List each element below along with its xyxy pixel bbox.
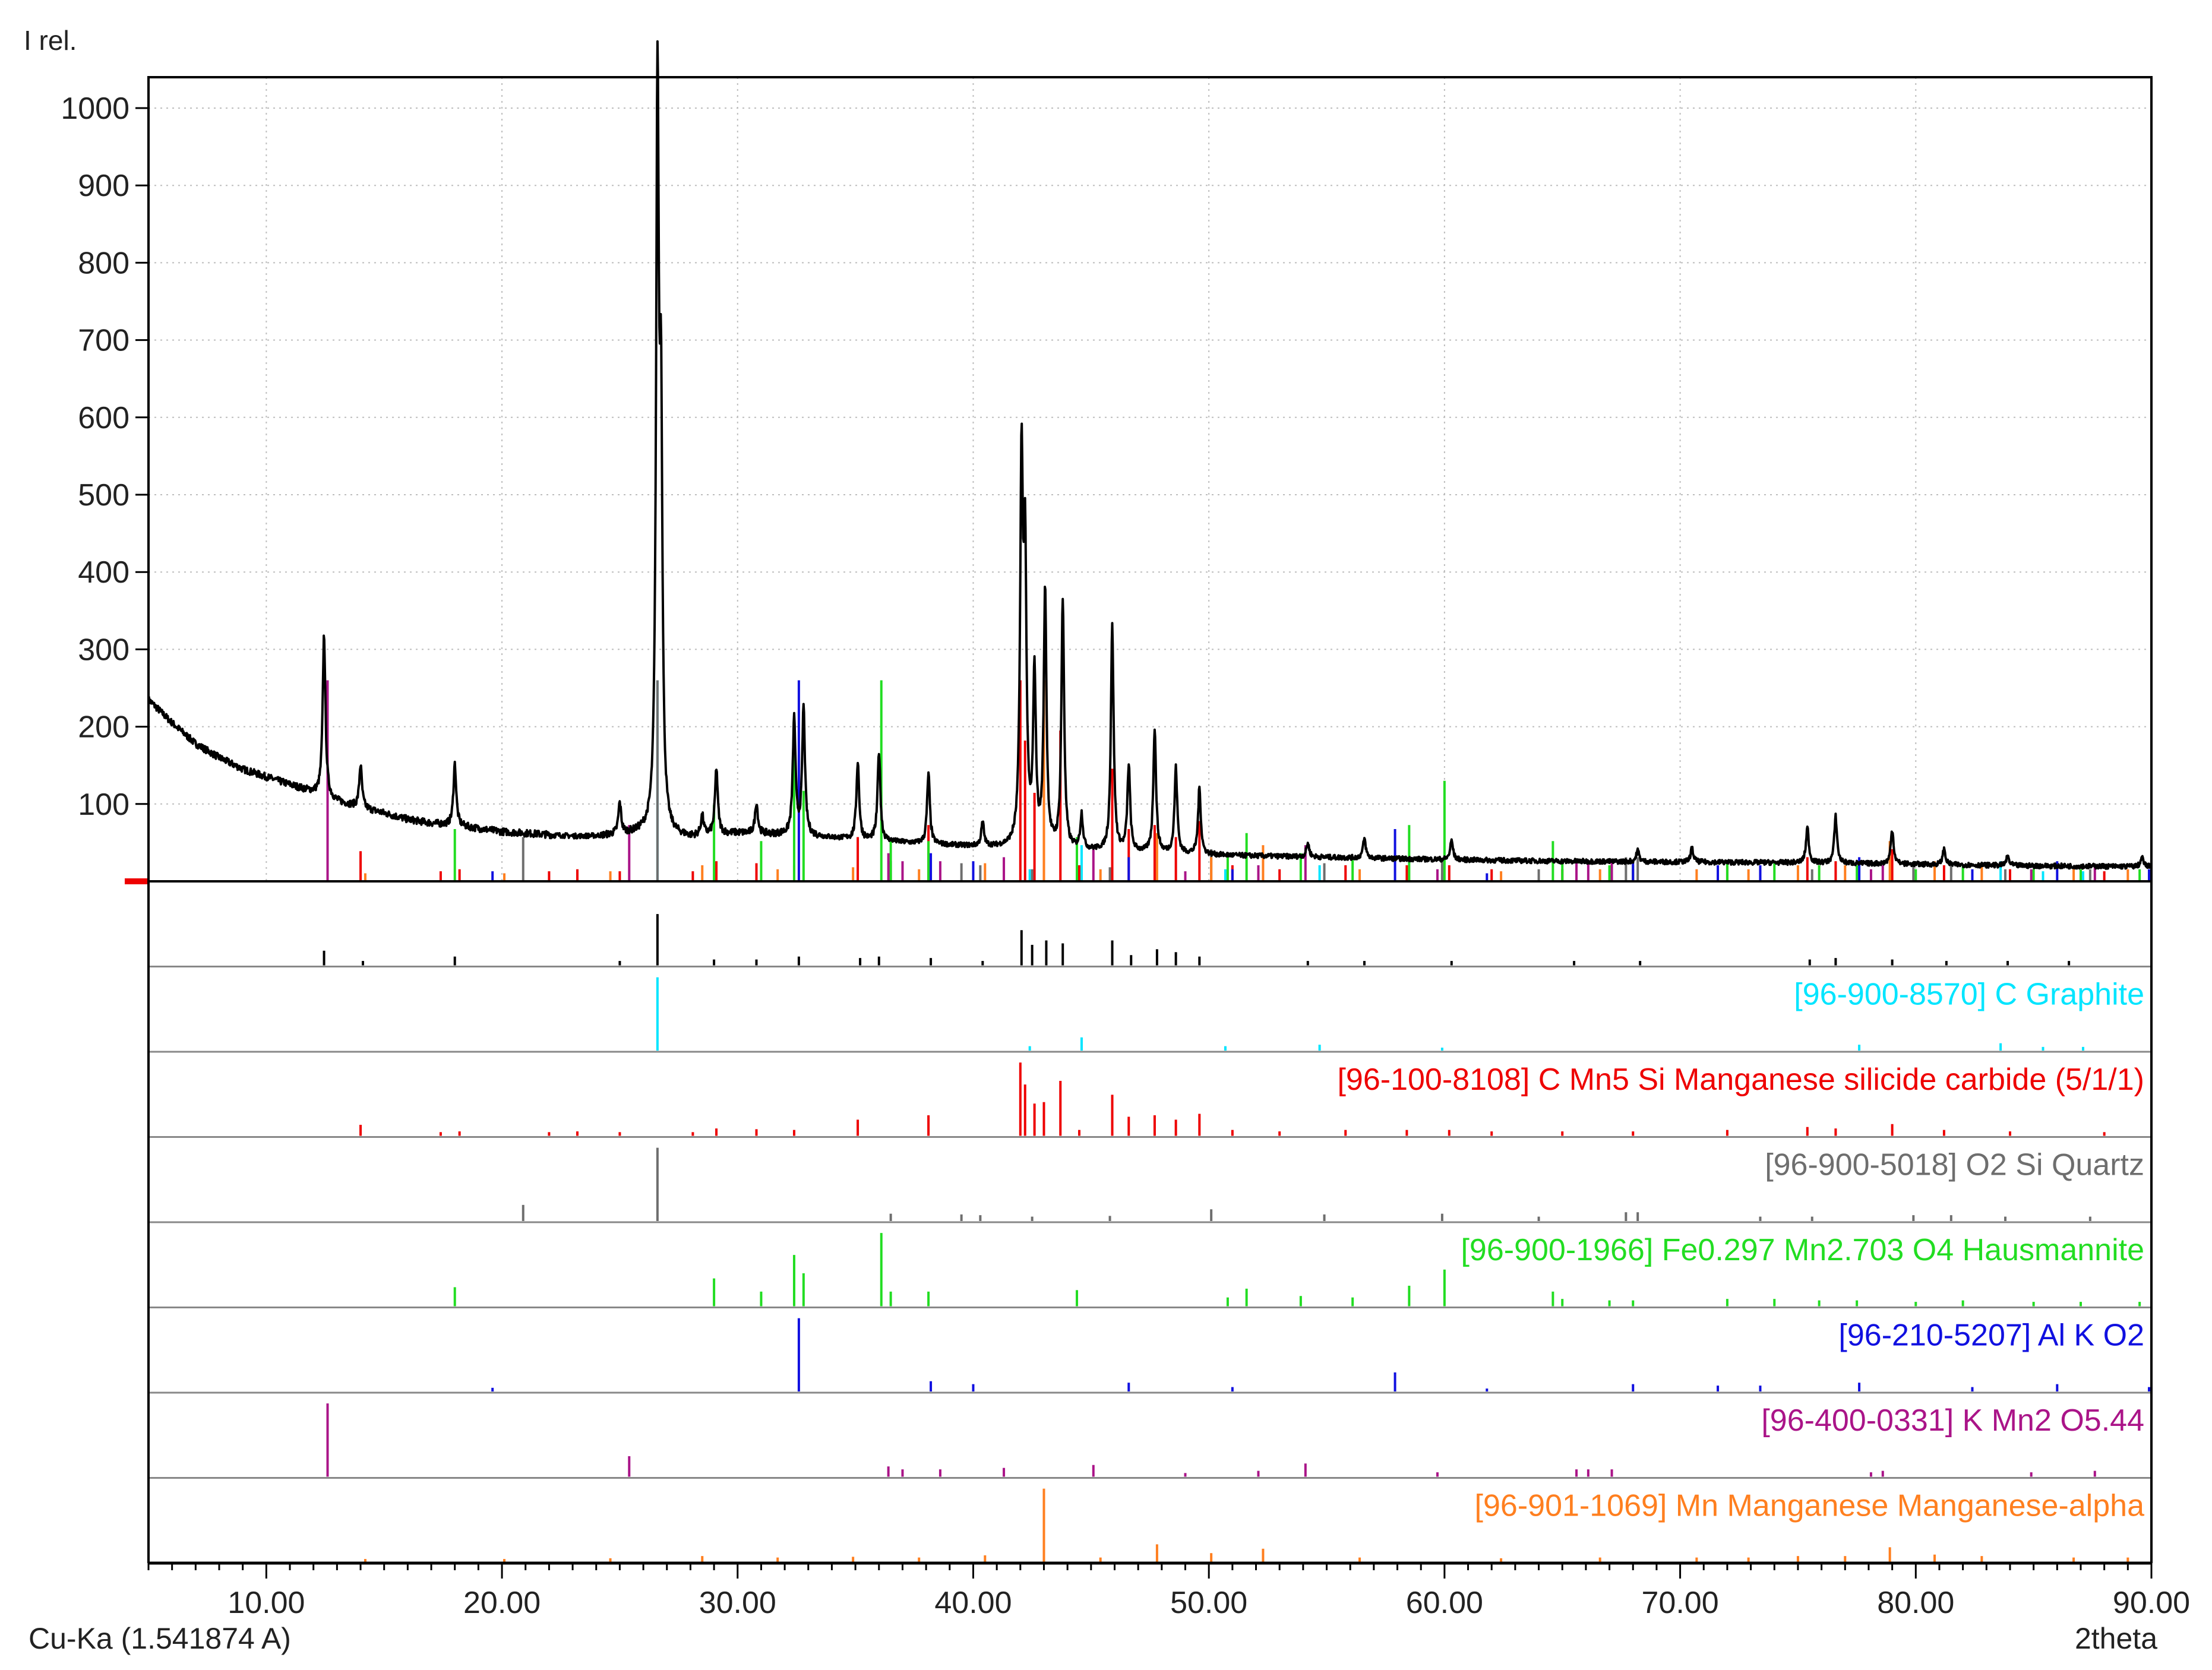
reference-panels: [96-900-8570] C Graphite [96-100-8108] C …	[148, 914, 2151, 1562]
x-tick-label-5: 60.00	[1406, 1586, 1483, 1620]
zero-marker	[125, 878, 148, 884]
reference-label-6: [96-400-0331] K Mn2 O5.44	[1761, 1403, 2144, 1438]
x-tick-label-2: 30.00	[699, 1586, 776, 1620]
y-tick-label-1: 200	[78, 710, 129, 745]
y-tick-label-9: 1000	[61, 91, 129, 126]
x-tick-label-7: 80.00	[1877, 1586, 1954, 1620]
y-tick-label-2: 300	[78, 632, 129, 667]
reference-label-1: [96-900-8570] C Graphite	[1794, 978, 2144, 1012]
plot-frame	[147, 76, 2153, 1565]
reference-panel-2: [96-100-8108] C Mn5 Si Manganese silicid…	[148, 1051, 2151, 1136]
y-tick-label-6: 700	[78, 324, 129, 358]
reference-panel-4: [96-900-1966] Fe0.297 Mn2.703 O4 Hausman…	[148, 1221, 2151, 1307]
overlay-sticks-4	[491, 680, 2151, 881]
reference-panel-7: [96-901-1069] Mn Manganese Manganese-alp…	[148, 1477, 2151, 1562]
x-tick-label-0: 10.00	[227, 1586, 305, 1620]
reference-label-3: [96-900-5018] O2 Si Quartz	[1765, 1148, 2144, 1182]
reference-panel-5: [96-210-5207] Al K O2	[148, 1307, 2151, 1391]
grid-lines	[148, 77, 2152, 881]
reference-label-2: [96-100-8108] C Mn5 Si Manganese silicid…	[1337, 1062, 2144, 1097]
reference-panel-1: [96-900-8570] C Graphite	[148, 966, 2151, 1051]
reference-panel-0	[323, 914, 2071, 966]
x-tick-label-8: 90.00	[2113, 1586, 2190, 1620]
y-tick-label-8: 900	[78, 169, 129, 203]
reference-label-7: [96-901-1069] Mn Manganese Manganese-alp…	[1475, 1489, 2145, 1523]
x-tick-label-1: 20.00	[463, 1586, 541, 1620]
y-tick-label-5: 600	[78, 401, 129, 435]
y-tick-label-7: 800	[78, 246, 129, 280]
overlay-sticks-6	[364, 680, 2129, 881]
axis-ticks: 100 200 300 400 500 600 700 800 900 1000 10.00 20.0…	[61, 91, 2190, 1620]
measured-pattern	[125, 40, 2153, 884]
x-axis-label: 2theta	[2075, 1622, 2157, 1655]
reference-panel-3: [96-900-5018] O2 Si Quartz	[148, 1136, 2151, 1221]
y-tick-label-3: 400	[78, 555, 129, 590]
y-tick-label-4: 500	[78, 478, 129, 513]
overlay-sticks-3	[453, 680, 2141, 881]
main-plot-frame	[147, 76, 2153, 883]
reference-label-4: [96-900-1966] Fe0.297 Mn2.703 O4 Hausman…	[1461, 1233, 2144, 1267]
radiation-label: Cu-Ka (1.541874 A)	[29, 1622, 291, 1655]
reference-label-5: [96-210-5207] Al K O2	[1838, 1318, 2144, 1353]
x-tick-label-3: 40.00	[934, 1586, 1012, 1620]
measured-line	[147, 40, 2153, 870]
x-tick-label-4: 50.00	[1170, 1586, 1247, 1620]
y-tick-label-0: 100	[78, 787, 129, 822]
y-axis-label: I rel.	[24, 25, 77, 56]
reference-panel-6: [96-400-0331] K Mn2 O5.44	[148, 1391, 2151, 1477]
x-tick-label-6: 70.00	[1642, 1586, 1719, 1620]
